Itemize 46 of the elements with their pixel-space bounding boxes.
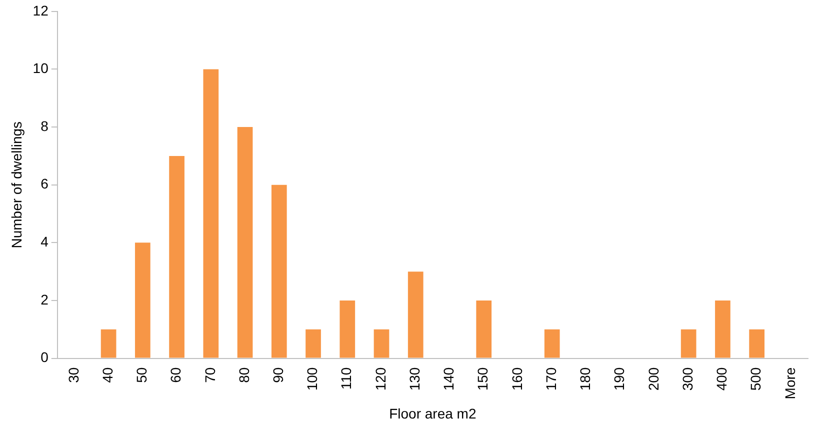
x-tick-label: 110 — [338, 367, 354, 390]
bar — [134, 242, 150, 358]
bar — [306, 329, 321, 358]
bar — [544, 329, 560, 358]
y-tick-label: 0 — [40, 349, 49, 366]
y-tick-label: 2 — [40, 291, 49, 308]
bar — [476, 300, 492, 358]
x-tick-label: 90 — [270, 367, 286, 383]
bar — [715, 300, 730, 358]
x-tick-label: 80 — [236, 367, 252, 383]
bar — [237, 127, 253, 358]
x-tick-label: 40 — [99, 367, 116, 383]
y-tick-label: 8 — [40, 118, 49, 134]
bar — [100, 329, 116, 358]
y-tick-label: 4 — [40, 234, 49, 250]
x-tick-label: 300 — [679, 367, 696, 391]
x-tick-label: More — [782, 367, 798, 400]
bar — [169, 156, 184, 358]
x-tick-label: 190 — [611, 367, 628, 391]
x-tick-label: 180 — [577, 367, 594, 391]
x-tick-label: 60 — [168, 367, 184, 383]
x-tick-label: 150 — [474, 367, 491, 391]
x-tick-label: 70 — [202, 367, 218, 383]
x-axis-title: Floor area m2 — [389, 405, 476, 422]
y-axis-title: Number of dwellings — [8, 121, 24, 248]
y-tick-label: 10 — [32, 60, 49, 76]
bar — [680, 329, 696, 358]
x-tick-label: 500 — [748, 367, 764, 391]
x-tick-label: 130 — [406, 367, 422, 391]
x-tick-label: 140 — [440, 367, 457, 391]
x-tick-label: 120 — [372, 367, 388, 391]
bar — [408, 272, 424, 358]
x-tick-label: 50 — [134, 367, 150, 383]
x-tick-label: 170 — [542, 367, 559, 391]
bar — [749, 329, 764, 358]
x-tick-label: 100 — [304, 367, 320, 391]
y-tick-label: 12 — [32, 2, 49, 18]
bar — [271, 184, 287, 358]
y-tick-label: 6 — [40, 176, 49, 192]
bar — [340, 300, 356, 358]
x-tick-label: 200 — [645, 367, 662, 391]
x-tick-label: 30 — [65, 367, 82, 383]
bar — [374, 329, 390, 358]
x-tick-label: 160 — [508, 367, 525, 391]
x-tick-label: 400 — [714, 367, 730, 391]
bar — [203, 69, 219, 358]
